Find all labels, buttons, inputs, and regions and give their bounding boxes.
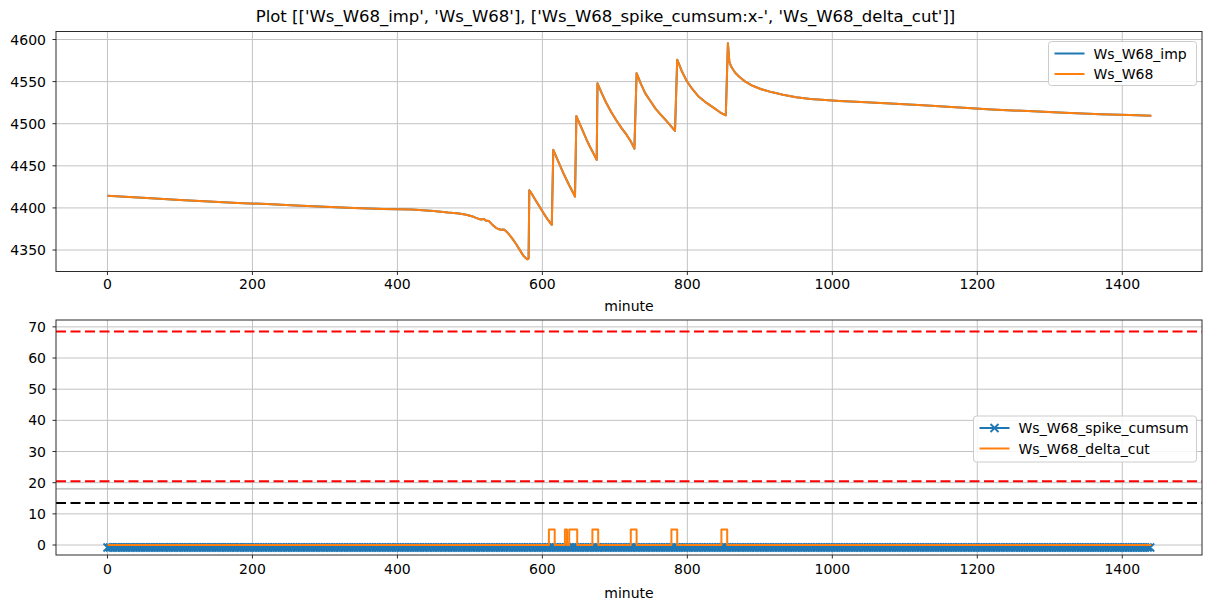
x-tick-label: 1000 [815, 276, 851, 292]
x-tick-label: 0 [103, 561, 112, 577]
x-tick-label: 1000 [815, 561, 851, 577]
y-tick-label: 4550 [10, 74, 46, 90]
y-tick-label: 40 [28, 412, 46, 428]
x-tick-label: 600 [529, 561, 556, 577]
x-tick-label: 800 [674, 276, 701, 292]
legend: Ws_W68_imp Ws_W68 [1049, 42, 1197, 86]
figure: Plot [['Ws_W68_imp', 'Ws_W68'], ['Ws_W68… [0, 0, 1211, 611]
x-tick-label: 400 [384, 561, 411, 577]
y-tick-label: 4500 [10, 116, 46, 132]
y-tick-label: 60 [28, 350, 46, 366]
legend-label: Ws_W68 [1094, 66, 1154, 82]
figure-title: Plot [['Ws_W68_imp', 'Ws_W68'], ['Ws_W68… [256, 7, 956, 27]
y-tick-label: 4400 [10, 200, 46, 216]
y-tick-label: 20 [28, 475, 46, 491]
legend-label: Ws_W68_delta_cut [1019, 441, 1151, 457]
y-tick-label: 4350 [10, 242, 46, 258]
y-tick-label: 4600 [10, 32, 46, 48]
legend: Ws_W68_spike_cumsum Ws_W68_delta_cut [974, 416, 1197, 462]
y-tick-label: 50 [28, 381, 46, 397]
legend-label: Ws_W68_spike_cumsum [1019, 420, 1189, 436]
x-tick-label: 1400 [1104, 276, 1140, 292]
x-tick-label: 600 [529, 276, 556, 292]
y-tick-label: 70 [28, 319, 46, 335]
legend-label: Ws_W68_imp [1094, 46, 1187, 62]
y-tick-label: 4450 [10, 158, 46, 174]
x-tick-label: 1200 [959, 276, 995, 292]
x-axis-label: minute [604, 298, 653, 314]
y-tick-label: 10 [28, 506, 46, 522]
y-tick-label: 30 [28, 444, 46, 460]
figure-canvas: Plot [['Ws_W68_imp', 'Ws_W68'], ['Ws_W68… [0, 0, 1211, 611]
x-tick-label: 200 [239, 561, 266, 577]
y-tick-label: 0 [37, 537, 46, 553]
x-tick-label: 400 [384, 276, 411, 292]
x-tick-label: 0 [103, 276, 112, 292]
x-tick-label: 200 [239, 276, 266, 292]
x-tick-label: 800 [674, 561, 701, 577]
x-axis-label: minute [604, 585, 653, 601]
x-tick-label: 1400 [1104, 561, 1140, 577]
x-tick-label: 1200 [959, 561, 995, 577]
